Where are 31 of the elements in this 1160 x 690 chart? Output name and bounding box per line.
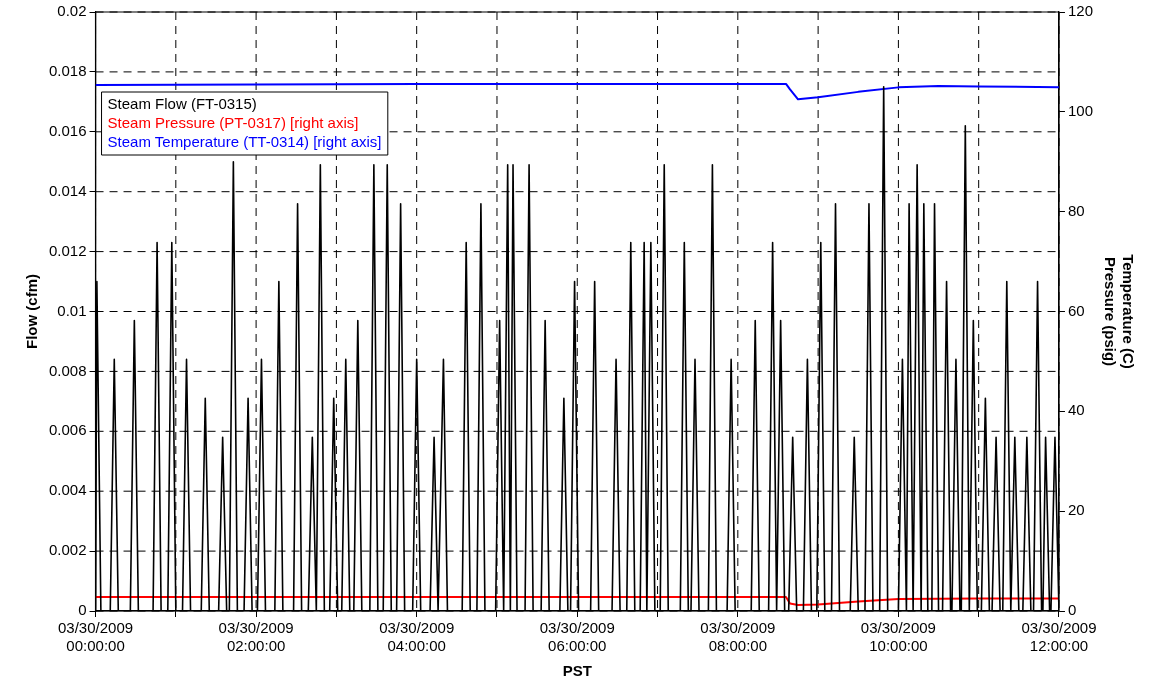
x-tick-label: 03/30/2009 08:00:00	[700, 619, 776, 655]
text: Steam Pressure (PT-0317) [right axis]	[107, 113, 359, 131]
y-tick-label: 0.004	[48, 481, 87, 499]
y-tick-label: 0	[78, 601, 87, 619]
x-tick-label: 03/30/2009 06:00:00	[539, 619, 615, 655]
y2-tick-label: 100	[1067, 101, 1093, 119]
y2-tick-label: 60	[1067, 301, 1085, 319]
y-tick-label: 0.002	[48, 541, 87, 559]
y-tick-label: 0.016	[48, 121, 87, 139]
x-tick-label: 03/30/2009 02:00:00	[218, 619, 294, 655]
y-tick-label: 0.018	[48, 62, 87, 80]
y-tick-label: 0.008	[48, 361, 87, 379]
y-tick-label: 0.006	[48, 421, 87, 439]
x-tick-label: 03/30/2009 04:00:00	[379, 619, 455, 655]
y2-axis-title: Temperature (C) Pressure (psig)	[1101, 254, 1137, 369]
y-tick-label: 0.014	[48, 181, 87, 199]
text: Steam Temperature (TT-0314) [right axis]	[107, 132, 382, 150]
text: Steam Flow (FT-0315)	[107, 94, 257, 112]
y-axis-title: Flow (cfm)	[23, 274, 41, 349]
y-tick-label: 0.01	[57, 301, 87, 319]
y2-tick-label: 40	[1067, 401, 1085, 419]
y2-tick-label: 20	[1067, 501, 1085, 519]
x-axis-title: PST	[562, 662, 592, 680]
x-tick-label: 03/30/2009 12:00:00	[1021, 619, 1097, 655]
y2-tick-label: 80	[1067, 201, 1085, 219]
y2-tick-label: 0	[1067, 601, 1077, 619]
x-tick-label: 03/30/2009 00:00:00	[58, 619, 134, 655]
y2-tick-label: 120	[1067, 2, 1093, 20]
x-tick-label: 03/30/2009 10:00:00	[860, 619, 936, 655]
y-tick-label: 0.02	[57, 2, 87, 20]
y-tick-label: 0.012	[48, 241, 87, 259]
